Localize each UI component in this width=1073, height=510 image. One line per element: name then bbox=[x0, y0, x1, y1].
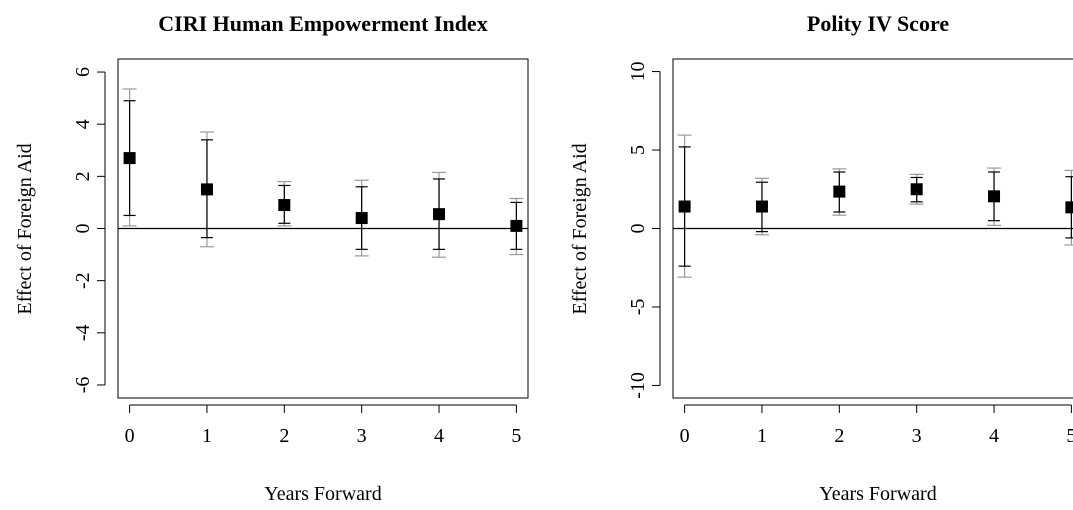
x-tick-label: 5 bbox=[1066, 425, 1073, 447]
x-tick-label: 3 bbox=[912, 425, 922, 447]
polity-chart-panel: Polity IV Score Years Forward Effect of … bbox=[555, 0, 1073, 510]
y-tick-label: -2 bbox=[72, 272, 94, 289]
x-tick-label: 2 bbox=[834, 425, 844, 447]
y-tick-label: 0 bbox=[72, 224, 94, 234]
y-tick-label: -4 bbox=[72, 324, 94, 341]
y-tick-label: -6 bbox=[72, 377, 94, 394]
x-tick-label: 4 bbox=[434, 425, 444, 447]
point-estimate-marker bbox=[433, 208, 446, 221]
chart-title: CIRI Human Empowerment Index bbox=[158, 11, 487, 36]
point-estimate-marker bbox=[678, 200, 691, 213]
point-estimate-marker bbox=[755, 200, 768, 213]
y-tick-label: 0 bbox=[627, 224, 649, 234]
point-estimate-marker bbox=[355, 212, 368, 225]
point-estimate-marker bbox=[1065, 201, 1073, 214]
y-tick-label: -5 bbox=[627, 299, 649, 316]
y-tick-label: 6 bbox=[72, 67, 94, 77]
point-estimate-marker bbox=[200, 183, 213, 196]
x-tick-label: 4 bbox=[989, 425, 999, 447]
point-estimate-marker bbox=[123, 152, 136, 165]
y-tick-label: -10 bbox=[627, 372, 649, 399]
x-tick-label: 2 bbox=[279, 425, 289, 447]
point-estimate-marker bbox=[510, 219, 523, 232]
y-axis-label: Effect of Foreign Aid bbox=[14, 143, 36, 314]
x-tick-label: 5 bbox=[511, 425, 521, 447]
x-tick-label: 3 bbox=[357, 425, 367, 447]
y-tick-label: 10 bbox=[627, 62, 649, 82]
y-tick-label: 2 bbox=[72, 171, 94, 181]
y-tick-label: 4 bbox=[72, 119, 94, 129]
y-axis-label: Effect of Foreign Aid bbox=[569, 143, 591, 314]
point-estimate-marker bbox=[833, 185, 846, 198]
point-estimate-marker bbox=[988, 190, 1001, 203]
y-tick-label: 5 bbox=[627, 145, 649, 155]
x-tick-label: 1 bbox=[757, 425, 767, 447]
chart-title: Polity IV Score bbox=[807, 11, 949, 36]
polity-chart: Polity IV Score Years Forward Effect of … bbox=[569, 11, 1073, 505]
ciri-chart: CIRI Human Empowerment Index Years Forwa… bbox=[14, 11, 529, 505]
x-axis-label: Years Forward bbox=[819, 483, 936, 505]
x-tick-label: 1 bbox=[202, 425, 212, 447]
point-estimate-marker bbox=[910, 183, 923, 196]
ciri-chart-panel: CIRI Human Empowerment Index Years Forwa… bbox=[14, 11, 529, 505]
point-estimate-marker bbox=[278, 199, 291, 212]
x-axis-label: Years Forward bbox=[264, 483, 381, 505]
x-tick-label: 0 bbox=[680, 425, 690, 447]
x-tick-label: 0 bbox=[125, 425, 135, 447]
